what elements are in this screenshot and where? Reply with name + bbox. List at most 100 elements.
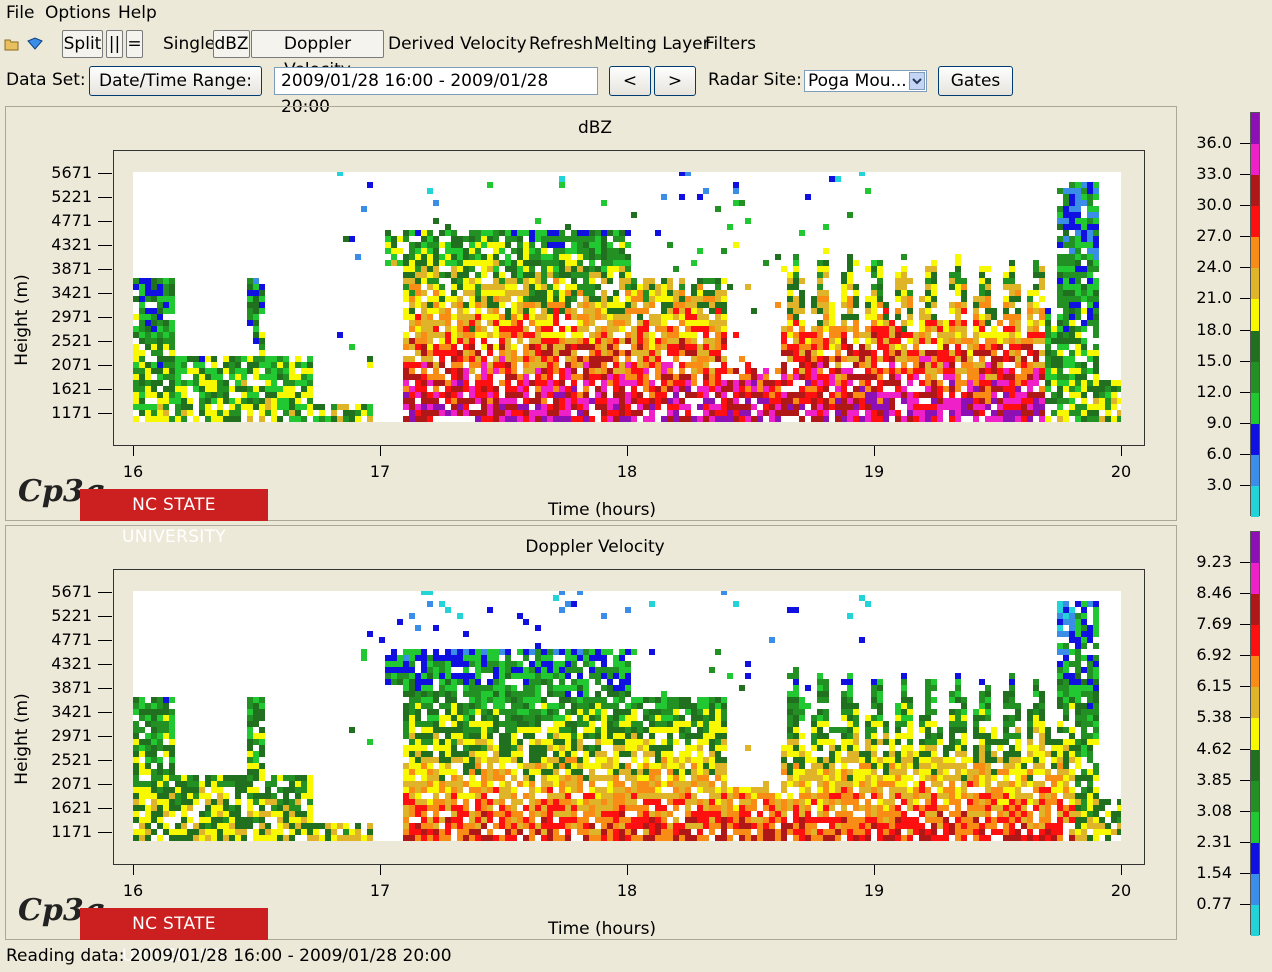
heatmap-cell: [709, 703, 715, 709]
filters-button[interactable]: Filters: [705, 30, 756, 58]
heatmap-cell: [487, 362, 493, 368]
heatmap-cell: [1075, 224, 1081, 230]
doppler-velocity-button[interactable]: Doppler Velocity: [251, 30, 384, 58]
next-button[interactable]: >: [654, 66, 696, 96]
colorbar-tick: [1240, 330, 1250, 331]
heatmap-cell: [151, 697, 157, 703]
heatmap-cell: [517, 410, 523, 416]
open-folder-icon[interactable]: [4, 36, 20, 50]
heatmap-cell: [541, 703, 547, 709]
heatmap-cell: [163, 332, 169, 338]
menu-options[interactable]: Options: [45, 3, 111, 23]
menu-help[interactable]: Help: [118, 3, 157, 23]
heatmap-cell: [529, 398, 535, 404]
heatmap-cell: [487, 781, 493, 787]
heatmap-cell: [583, 691, 589, 697]
refresh-button[interactable]: Refresh: [529, 30, 593, 58]
dbz-button[interactable]: dBZ: [213, 30, 250, 58]
heatmap-cell: [991, 362, 997, 368]
heatmap-cell: [565, 224, 571, 230]
heatmap-cell: [937, 404, 943, 410]
heatmap-cell: [421, 290, 427, 296]
heatmap-cell: [511, 398, 517, 404]
heatmap-cell: [571, 787, 577, 793]
date-time-range-button[interactable]: Date/Time Range:: [89, 66, 262, 96]
heatmap-cell: [919, 332, 925, 338]
heatmap-cell: [919, 296, 925, 302]
horizontal-split-button[interactable]: =: [126, 30, 143, 58]
heatmap-cell: [439, 751, 445, 757]
heatmap-cell: [469, 649, 475, 655]
heatmap-cell: [883, 416, 889, 422]
heatmap-cell: [259, 386, 265, 392]
heatmap-cell: [1087, 242, 1093, 248]
heatmap-cell: [613, 727, 619, 733]
heatmap-cell: [493, 703, 499, 709]
heatmap-cell: [1081, 230, 1087, 236]
heatmap-cell: [721, 278, 727, 284]
heatmap-cell: [493, 685, 499, 691]
heatmap-cell: [595, 332, 601, 338]
heatmap-cell: [1075, 260, 1081, 266]
gates-button[interactable]: Gates: [938, 66, 1013, 96]
heatmap-cell: [439, 775, 445, 781]
heatmap-cell: [643, 829, 649, 835]
heatmap-cell: [577, 374, 583, 380]
heatmap-cell: [691, 709, 697, 715]
heatmap-cell: [451, 404, 457, 410]
heatmap-cell: [241, 781, 247, 787]
heatmap-cell: [505, 697, 511, 703]
heatmap-cell: [541, 308, 547, 314]
heatmap-cell: [433, 709, 439, 715]
heatmap-cell: [565, 350, 571, 356]
heatmap-cell: [895, 380, 901, 386]
previous-button[interactable]: <: [609, 66, 651, 96]
heatmap-cell: [439, 272, 445, 278]
heatmap-cell: [835, 368, 841, 374]
single-button[interactable]: Single: [163, 30, 215, 58]
heatmap-cell: [169, 829, 175, 835]
heatmap-cell: [511, 344, 517, 350]
heatmap-cell: [607, 739, 613, 745]
derived-velocity-button[interactable]: Derived Velocity: [388, 30, 527, 58]
heatmap-cell: [661, 703, 667, 709]
heatmap-cell: [499, 398, 505, 404]
heatmap-cell: [427, 248, 433, 254]
heatmap-cell: [547, 380, 553, 386]
heatmap-cell: [583, 242, 589, 248]
heatmap-cell: [277, 356, 283, 362]
heatmap-cell: [955, 284, 961, 290]
heatmap-cell: [427, 667, 433, 673]
heatmap-cell: [505, 691, 511, 697]
heatmap-cell: [733, 829, 739, 835]
heatmap-cell: [601, 757, 607, 763]
date-time-range-field[interactable]: 2009/01/28 16:00 - 2009/01/28 20:00: [274, 67, 598, 95]
heatmap-cell: [589, 775, 595, 781]
heatmap-cell: [805, 374, 811, 380]
heatmap-cell: [505, 350, 511, 356]
heatmap-cell: [439, 380, 445, 386]
heatmap-cell: [145, 817, 151, 823]
heatmap-cell: [877, 338, 883, 344]
heatmap-cell: [535, 661, 541, 667]
melting-layer-button[interactable]: Melting Layer: [594, 30, 710, 58]
heatmap-cell: [589, 727, 595, 733]
heatmap-cell: [565, 290, 571, 296]
book-icon[interactable]: [26, 36, 44, 50]
heatmap-cell: [625, 751, 631, 757]
split-button[interactable]: Split: [62, 30, 103, 58]
heatmap-cell: [415, 416, 421, 422]
chevron-down-icon[interactable]: [909, 72, 925, 90]
heatmap-cell: [469, 338, 475, 344]
dbz-plot-area: [133, 172, 1121, 422]
heatmap-cell: [457, 236, 463, 242]
menu-file[interactable]: File: [6, 3, 34, 23]
heatmap-cell: [1057, 188, 1063, 194]
heatmap-cell: [1105, 386, 1111, 392]
heatmap-cell: [535, 290, 541, 296]
vertical-split-button[interactable]: ||: [106, 30, 123, 58]
heatmap-cell: [823, 326, 829, 332]
heatmap-cell: [559, 793, 565, 799]
radar-site-select[interactable]: Poga Mou...: [804, 70, 927, 92]
heatmap-cell: [325, 829, 331, 835]
